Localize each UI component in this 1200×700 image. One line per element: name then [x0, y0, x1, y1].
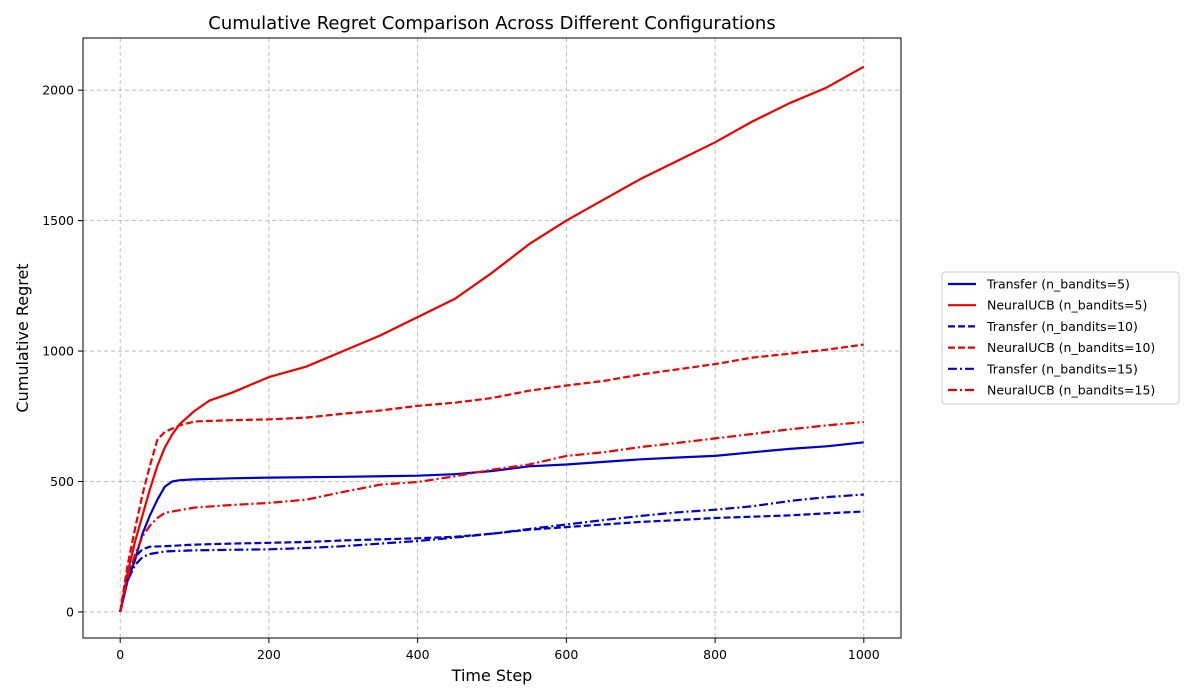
grid — [83, 38, 901, 638]
legend-label: NeuralUCB (n_bandits=10) — [987, 340, 1155, 355]
series-line-4 — [119, 343, 864, 613]
x-tick-label: 600 — [554, 647, 578, 662]
series-line-6 — [119, 420, 864, 613]
y-tick-label: 2000 — [42, 83, 74, 98]
x-tick-label: 0 — [116, 647, 124, 662]
legend-label: NeuralUCB (n_bandits=5) — [987, 298, 1147, 313]
legend-label: Transfer (n_bandits=15) — [986, 361, 1138, 376]
series-line-2 — [119, 65, 865, 613]
y-tick-label: 0 — [66, 604, 74, 619]
x-tick-label: 1000 — [848, 647, 880, 662]
series-line-3 — [119, 510, 864, 613]
y-tick-label: 1500 — [42, 213, 74, 228]
series-line-5 — [119, 493, 864, 613]
legend: Transfer (n_bandits=5) NeuralUCB (n_bandi… — [941, 271, 1180, 405]
x-tick-label: 200 — [257, 647, 281, 662]
y-axis-label: Cumulative Regret — [13, 263, 32, 412]
x-axis-ticks: 0 200 400 600 800 1000 — [116, 638, 880, 662]
x-tick-label: 800 — [703, 647, 727, 662]
plot-frame — [82, 37, 902, 639]
y-tick-label: 500 — [50, 474, 74, 489]
y-axis-ticks: 0 500 1000 1500 2000 — [42, 83, 83, 619]
legend-label: Transfer (n_bandits=10) — [986, 319, 1138, 334]
x-tick-label: 400 — [406, 647, 430, 662]
y-tick-label: 1000 — [42, 344, 74, 359]
legend-label: Transfer (n_bandits=5) — [986, 277, 1130, 292]
legend-label: NeuralUCB (n_bandits=15) — [987, 383, 1155, 398]
chart-title: Cumulative Regret Comparison Across Diff… — [208, 13, 775, 34]
series-line-1 — [119, 441, 864, 613]
x-axis-label: Time Step — [451, 666, 533, 685]
legend-box — [941, 271, 1180, 405]
series-group — [119, 65, 865, 613]
